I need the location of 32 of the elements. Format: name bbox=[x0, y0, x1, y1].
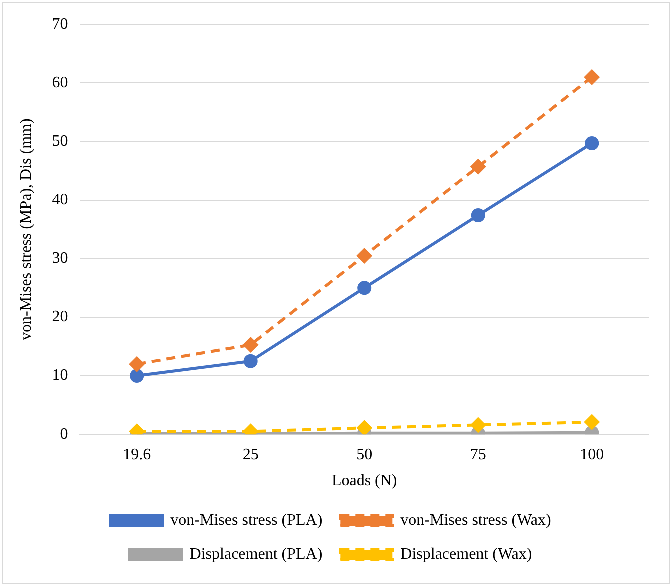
y-axis-title: von-Mises stress (MPa), Dis (mm) bbox=[18, 118, 35, 340]
point bbox=[471, 208, 486, 223]
point bbox=[244, 354, 258, 368]
point bbox=[470, 417, 486, 434]
x-tick-label: 75 bbox=[470, 446, 486, 464]
point bbox=[358, 281, 372, 296]
y-tick-label: 60 bbox=[52, 74, 68, 92]
legend-label: Displacement (Wax) bbox=[400, 546, 532, 564]
point bbox=[242, 336, 259, 353]
x-tick-label: 19.6 bbox=[123, 446, 152, 464]
point bbox=[470, 158, 486, 175]
point bbox=[585, 136, 600, 150]
y-tick-label: 20 bbox=[52, 308, 68, 326]
x-axis-title: Loads (N) bbox=[332, 472, 398, 490]
legend-label: von-Mises stress (Wax) bbox=[400, 512, 552, 530]
y-tick-label: 10 bbox=[52, 367, 68, 384]
y-tick-label: 70 bbox=[52, 16, 68, 33]
point bbox=[356, 420, 373, 435]
point bbox=[584, 414, 600, 430]
y-tick-label: 50 bbox=[52, 132, 68, 150]
legend-label: von-Mises stress (PLA) bbox=[170, 512, 323, 530]
x-tick-label: 100 bbox=[580, 446, 604, 464]
y-tick-label: 30 bbox=[52, 250, 68, 268]
legend-label: Displacement (PLA) bbox=[190, 546, 323, 564]
point bbox=[584, 69, 600, 86]
point bbox=[356, 248, 373, 264]
y-tick-label: 40 bbox=[52, 192, 68, 209]
x-tick-label: 25 bbox=[242, 446, 259, 464]
x-tick-label: 50 bbox=[356, 446, 373, 464]
point bbox=[129, 356, 146, 372]
point bbox=[130, 369, 144, 384]
y-tick-label: 0 bbox=[60, 426, 68, 443]
